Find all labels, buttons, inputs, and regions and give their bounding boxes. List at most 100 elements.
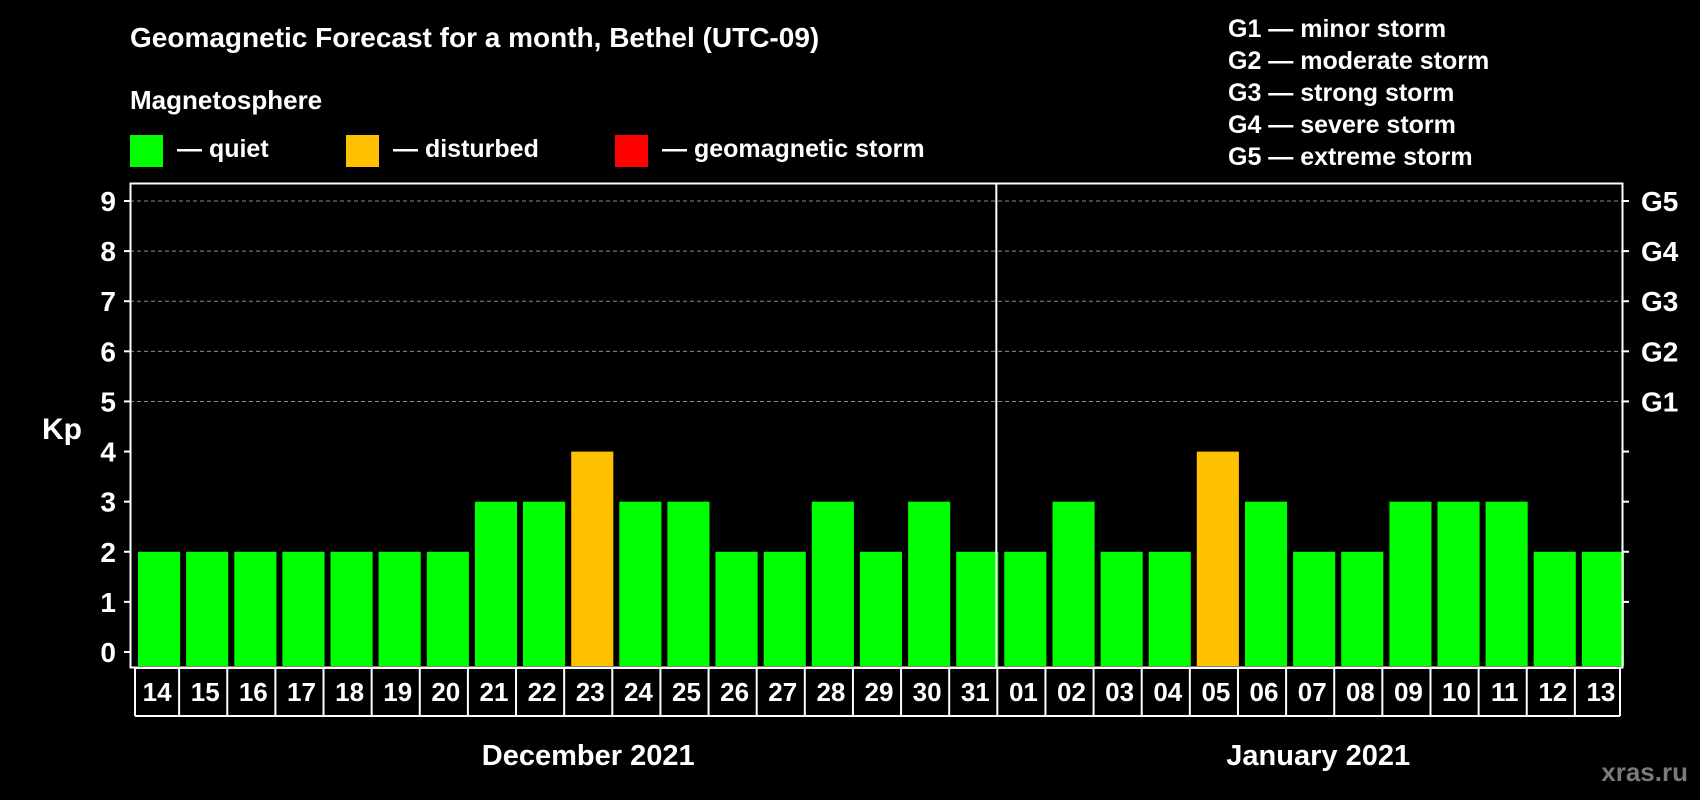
y-tick-label: 2 [100, 537, 116, 568]
y-tick-label: 1 [100, 587, 116, 618]
y-tick-label: 5 [100, 386, 116, 417]
x-tick-label: 22 [528, 677, 557, 707]
storm-scale-g3: G3 — strong storm [1228, 79, 1454, 107]
y-tick-label: 7 [100, 286, 116, 317]
bar-10 [1437, 501, 1480, 666]
bar-20 [426, 551, 469, 666]
bar-17 [282, 551, 325, 666]
chart-title: Geomagnetic Forecast for a month, Bethel… [130, 22, 819, 53]
storm-scale-g1: G1 — minor storm [1228, 15, 1446, 43]
bar-07 [1293, 551, 1336, 666]
x-tick-label: 08 [1346, 677, 1375, 707]
bar-05 [1196, 451, 1239, 666]
x-tick-label: 20 [431, 677, 460, 707]
bar-16 [234, 551, 277, 666]
bar-03 [1100, 551, 1143, 666]
bar-12 [1533, 551, 1576, 666]
legend-label-disturbed: — disturbed [393, 135, 539, 163]
storm-scale-g5: G5 — extreme storm [1228, 143, 1473, 171]
storm-level-label: G4 [1641, 236, 1679, 267]
x-tick-label: 15 [191, 677, 220, 707]
storm-level-label: G5 [1641, 186, 1678, 217]
x-tick-label: 12 [1538, 677, 1567, 707]
x-tick-label: 18 [335, 677, 364, 707]
x-tick-label: 19 [383, 677, 412, 707]
bar-11 [1485, 501, 1528, 666]
bar-04 [1148, 551, 1191, 666]
y-tick-label: 0 [100, 637, 116, 668]
legend-swatch-quiet [130, 135, 163, 167]
bar-26 [715, 551, 758, 666]
legend-swatch-storm [615, 135, 648, 167]
bar-28 [811, 501, 854, 666]
date-table: 14 15 16 17 18 19 20 21 22 23 24 25 26 27 28 29 30 31 01 02… [134, 667, 1621, 717]
legend-label-storm: — geomagnetic storm [662, 135, 925, 163]
x-tick-label: 26 [720, 677, 749, 707]
y-tick-label: 9 [100, 186, 116, 217]
x-tick-label: 09 [1394, 677, 1423, 707]
month-label-december: December 2021 [482, 740, 695, 772]
x-tick-label: 29 [865, 677, 894, 707]
x-tick-label: 16 [239, 677, 268, 707]
x-tick-label: 06 [1250, 677, 1279, 707]
bar-15 [186, 551, 229, 666]
storm-level-label: G2 [1641, 336, 1678, 367]
bars [138, 451, 1624, 666]
bar-27 [763, 551, 806, 666]
storm-scale-g2: G2 — moderate storm [1228, 47, 1489, 75]
x-tick-label: 14 [143, 677, 172, 707]
y-tick-label: 6 [100, 336, 116, 367]
bar-02 [1052, 501, 1095, 666]
y-tick-label: 8 [100, 236, 116, 267]
watermark: xras.ru [1601, 757, 1688, 787]
storm-axis-ticks: G1 G2 G3 G4 G5 [1622, 186, 1679, 603]
legend-heading: Magnetosphere [130, 85, 322, 115]
bar-24 [619, 501, 662, 666]
x-tick-label: 03 [1105, 677, 1134, 707]
bar-29 [859, 551, 902, 666]
legend-swatch-disturbed [346, 135, 379, 167]
y-axis-label: Kp [42, 413, 82, 446]
bar-09 [1389, 501, 1432, 666]
x-tick-label: 07 [1298, 677, 1327, 707]
bar-06 [1245, 501, 1288, 666]
storm-scale-g4: G4 — severe storm [1228, 111, 1456, 139]
x-tick-label: 30 [913, 677, 942, 707]
y-axis-ticks: 0 1 2 3 4 5 6 7 8 9 [100, 186, 130, 668]
x-tick-label: 01 [1009, 677, 1038, 707]
x-tick-label: 25 [672, 677, 701, 707]
y-tick-label: 4 [100, 437, 116, 468]
y-tick-label: 3 [100, 487, 116, 518]
x-tick-label: 17 [287, 677, 316, 707]
x-tick-label: 04 [1153, 677, 1182, 707]
gridlines [130, 200, 1622, 402]
x-tick-label: 11 [1491, 677, 1519, 707]
bar-13 [1581, 551, 1624, 666]
legend-label-quiet: — quiet [177, 135, 269, 163]
storm-scale-legend: G1 — minor storm G2 — moderate storm G3 … [1228, 15, 1489, 171]
x-tick-label: 28 [816, 677, 845, 707]
bar-18 [330, 551, 373, 666]
x-tick-label: 24 [624, 677, 653, 707]
x-tick-label: 31 [961, 677, 990, 707]
x-tick-label: 21 [480, 677, 509, 707]
x-tick-label: 10 [1442, 677, 1471, 707]
month-label-january: January 2021 [1226, 740, 1410, 772]
bar-30 [908, 501, 951, 666]
bar-08 [1341, 551, 1384, 666]
bar-14 [138, 551, 181, 666]
bar-01 [1004, 551, 1047, 666]
x-tick-label: 02 [1057, 677, 1086, 707]
bar-25 [667, 501, 710, 666]
bar-21 [474, 501, 517, 666]
legend: — quiet — disturbed — geomagnetic storm [130, 135, 925, 167]
bar-31 [956, 551, 999, 666]
x-tick-label: 27 [768, 677, 797, 707]
storm-level-label: G1 [1641, 386, 1678, 417]
bar-19 [378, 551, 421, 666]
x-tick-label: 23 [576, 677, 605, 707]
storm-level-label: G3 [1641, 286, 1678, 317]
bar-23 [571, 451, 614, 666]
x-tick-label: 05 [1201, 677, 1230, 707]
